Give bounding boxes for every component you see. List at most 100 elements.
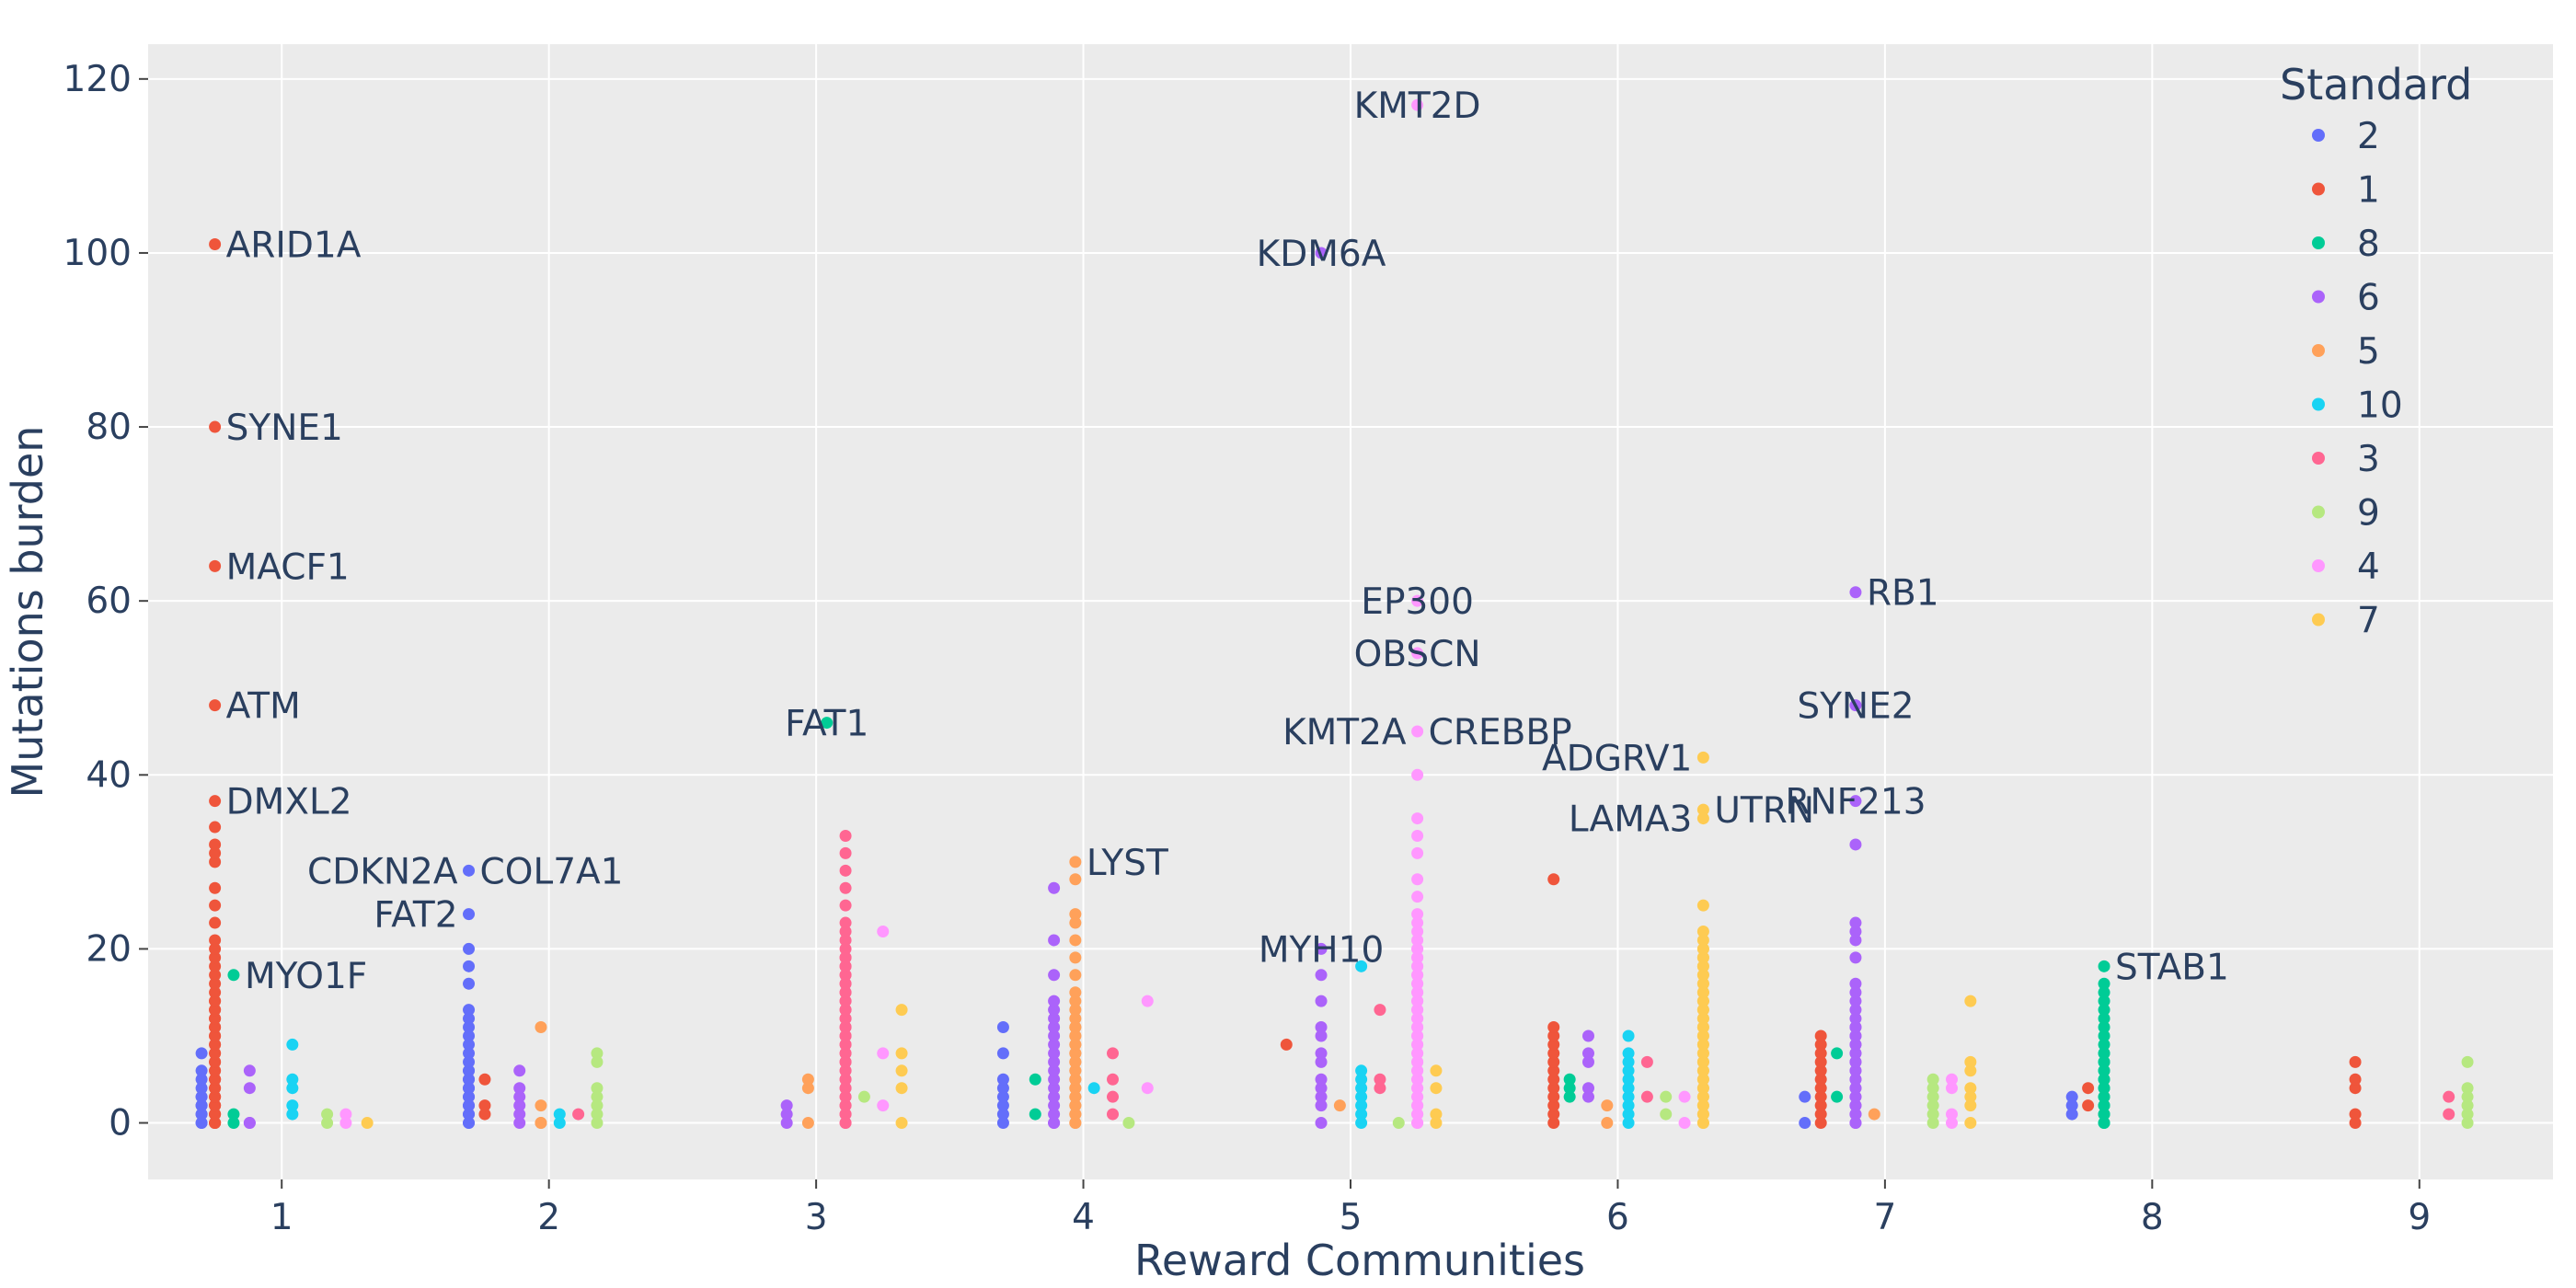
grid-lines [148, 44, 2553, 1179]
data-point-standard-7 [1696, 995, 1709, 1007]
data-point-standard-4 [1411, 960, 1424, 972]
data-point-standard-3 [839, 1055, 852, 1068]
data-point-standard-7 [1696, 751, 1709, 764]
data-point-standard-6 [1048, 1055, 1061, 1068]
data-point-standard-4 [1411, 1038, 1424, 1051]
data-point-standard-3 [839, 1038, 852, 1051]
data-point-standard-10 [286, 1038, 299, 1051]
data-point-standard-6 [1849, 1073, 1862, 1086]
data-point-standard-1 [1547, 1064, 1560, 1077]
data-point-standard-6 [243, 1064, 256, 1077]
data-point-standard-4 [1946, 1073, 1958, 1086]
data-point-standard-6 [1315, 1055, 1328, 1068]
data-point-standard-3 [1107, 1090, 1120, 1103]
annotation-label: LAMA3 [1569, 799, 1692, 841]
data-point-standard-2 [463, 908, 476, 921]
data-point-standard-4 [1946, 1117, 1958, 1130]
data-point-standard-2 [463, 1117, 476, 1130]
data-point-standard-6 [513, 1099, 526, 1112]
data-point-standard-6 [1048, 1108, 1061, 1121]
point-annotations: ARID1A SYNE1 MACF1 ATM DMXL2 MYO1F CDKN2A COL7A… [226, 86, 2229, 997]
data-point-standard-2 [463, 1099, 476, 1112]
data-point-standard-4 [1411, 1073, 1424, 1086]
data-point-standard-3 [1107, 1047, 1120, 1060]
data-point-standard-4 [1411, 986, 1424, 999]
data-point-standard-6 [1849, 995, 1862, 1007]
data-point-standard-7 [1696, 977, 1709, 990]
data-point-standard-3 [839, 846, 852, 859]
data-point-standard-3 [839, 1012, 852, 1025]
data-point-standard-4 [1411, 768, 1424, 781]
data-point-standard-9 [2461, 1108, 2474, 1121]
data-point-standard-4 [1411, 916, 1424, 929]
data-point-standard-10 [286, 1073, 299, 1086]
data-point-standard-6 [1048, 1029, 1061, 1042]
data-point-standard-8 [2098, 1064, 2110, 1077]
data-point-standard-1 [209, 846, 222, 859]
annotation-label: ADGRV1 [1542, 738, 1692, 779]
data-point-standard-1 [209, 856, 222, 868]
y-tick-label: 100 [63, 233, 132, 274]
legend-label: 3 [2357, 439, 2380, 480]
data-point-standard-7 [1430, 1082, 1443, 1095]
data-point-standard-6 [1315, 969, 1328, 982]
data-point-standard-6 [1315, 1029, 1328, 1042]
data-point-standard-5 [1069, 856, 1082, 868]
data-point-standard-7 [1696, 803, 1709, 816]
x-tick-label: 2 [537, 1197, 560, 1238]
data-point-standard-7 [1696, 926, 1709, 938]
data-point-standard-3 [839, 1090, 852, 1103]
data-point-standard-6 [1048, 1021, 1061, 1034]
data-point-standard-1 [209, 420, 222, 433]
data-point-standard-6 [1048, 881, 1061, 894]
data-point-standard-3 [839, 934, 852, 947]
data-point-standard-6 [1849, 1117, 1862, 1130]
data-point-standard-5 [1601, 1117, 1614, 1130]
data-point-standard-1 [1814, 1082, 1827, 1095]
data-point-standard-2 [463, 1047, 476, 1060]
data-point-standard-1 [1547, 1090, 1560, 1103]
data-point-standard-10 [1622, 1064, 1635, 1077]
data-point-standard-7 [1696, 1012, 1709, 1025]
data-point-standard-3 [572, 1108, 585, 1121]
data-point-standard-7 [1696, 1038, 1709, 1051]
data-point-standard-1 [2349, 1108, 2362, 1121]
data-point-standard-4 [1411, 1099, 1424, 1112]
data-point-standard-4 [1411, 647, 1424, 660]
data-point-standard-3 [839, 1117, 852, 1130]
data-point-standard-6 [1048, 1117, 1061, 1130]
data-point-standard-7 [1964, 1117, 1977, 1130]
data-point-standard-5 [1069, 986, 1082, 999]
data-point-standard-3 [839, 969, 852, 982]
data-point-standard-6 [1315, 1047, 1328, 1060]
data-point-standard-5 [1069, 1108, 1082, 1121]
data-point-standard-8 [2098, 995, 2110, 1007]
data-point-standard-1 [1547, 1082, 1560, 1095]
data-point-standard-5 [1069, 1055, 1082, 1068]
data-point-standard-6 [1849, 1099, 1862, 1112]
data-point-standard-6 [1048, 1073, 1061, 1086]
data-point-standard-4 [1141, 1082, 1154, 1095]
data-point-standard-6 [1849, 977, 1862, 990]
data-point-standard-10 [553, 1117, 566, 1130]
data-point-standard-9 [591, 1090, 604, 1103]
data-point-standard-9 [1926, 1082, 1939, 1095]
data-point-standard-3 [1640, 1090, 1653, 1103]
data-point-standard-6 [1048, 1012, 1061, 1025]
data-point-standard-6 [1315, 1073, 1328, 1086]
data-point-standard-6 [1048, 934, 1061, 947]
data-point-standard-2 [463, 942, 476, 955]
data-point-standard-6 [1581, 1090, 1594, 1103]
data-point-standard-10 [1622, 1055, 1635, 1068]
data-point-standard-7 [1696, 1108, 1709, 1121]
data-point-standard-6 [1048, 1047, 1061, 1060]
data-point-standard-9 [1926, 1073, 1939, 1086]
data-point-standard-1 [2349, 1082, 2362, 1095]
data-point-standard-5 [1069, 969, 1082, 982]
data-point-standard-10 [1355, 1073, 1368, 1086]
data-point-standard-7 [1696, 1099, 1709, 1112]
data-point-standard-2 [195, 1082, 208, 1095]
data-point-standard-1 [209, 1029, 222, 1042]
data-point-standard-6 [1048, 969, 1061, 982]
annotation-label: COL7A1 [480, 851, 624, 892]
